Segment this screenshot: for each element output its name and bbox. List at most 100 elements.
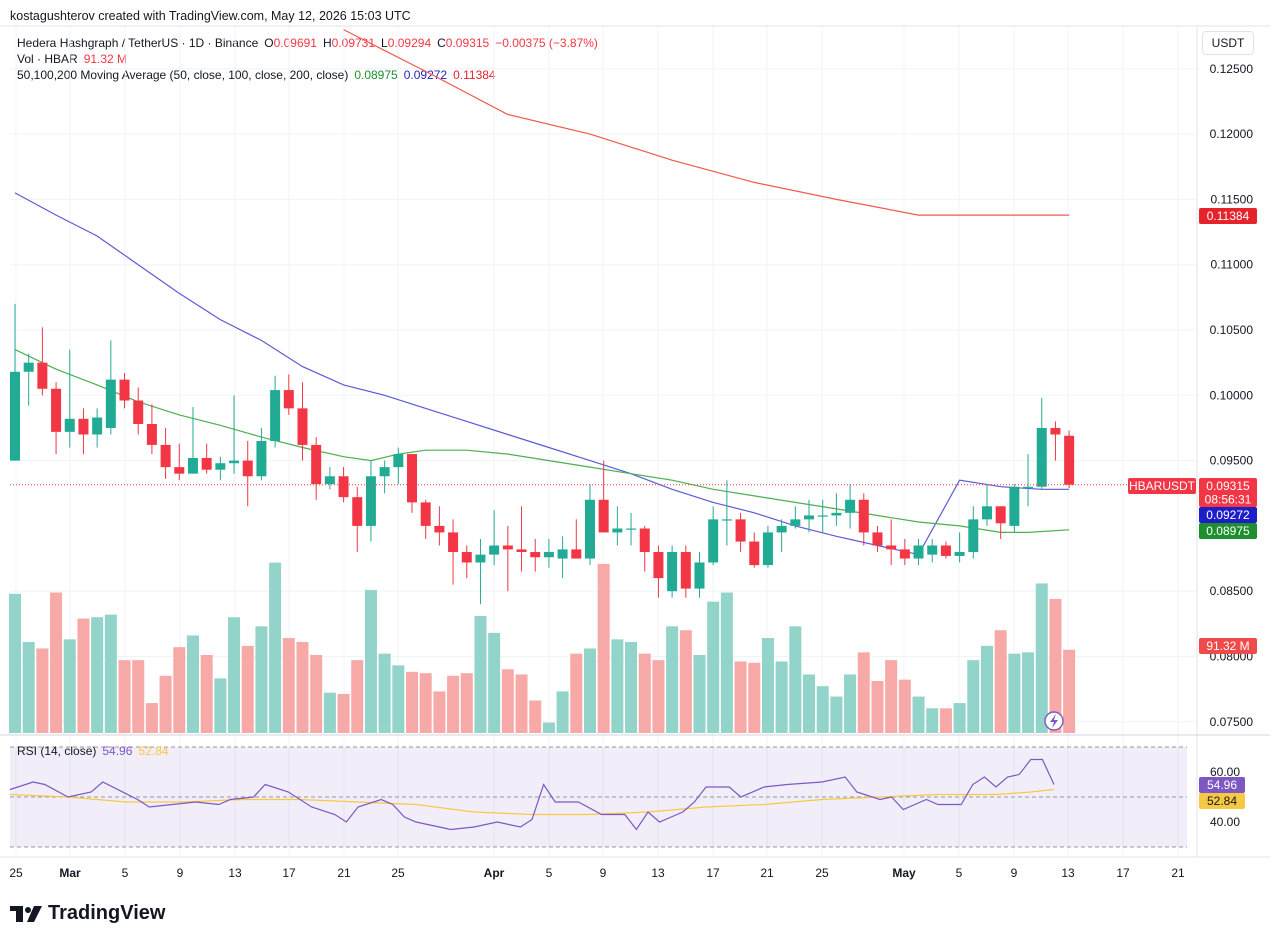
- candle-body: [995, 506, 1006, 524]
- time-tick-label: 21: [760, 866, 774, 880]
- flash-icon[interactable]: [1044, 711, 1064, 731]
- rsi-tick-label: 60.00: [1210, 765, 1240, 779]
- ma-label[interactable]: 50,100,200 Moving Average (50, close, 10…: [17, 68, 349, 82]
- volume-bar: [939, 708, 952, 733]
- candle-body: [365, 476, 376, 526]
- price-tick-label: 0.07500: [1210, 715, 1254, 729]
- candle-body: [160, 444, 171, 468]
- candle-body: [886, 545, 897, 550]
- candle-body: [146, 424, 157, 445]
- candle-body: [968, 519, 979, 553]
- volume-bar: [132, 660, 145, 733]
- volume-bar: [159, 675, 172, 733]
- candle-body: [489, 545, 500, 555]
- volume-bar: [707, 601, 720, 733]
- legend-ma-row[interactable]: 50,100,200 Moving Average (50, close, 10…: [17, 67, 598, 83]
- volume-bar: [104, 614, 117, 733]
- candle-body: [119, 379, 130, 401]
- candle-body: [858, 499, 869, 533]
- volume-bar: [474, 615, 487, 733]
- candle-body: [557, 549, 568, 559]
- candle-body: [338, 476, 349, 498]
- volume-bar: [214, 678, 227, 733]
- time-tick-label: May: [892, 866, 916, 880]
- volume-value: 91.32 M: [83, 52, 128, 66]
- volume-bar: [186, 635, 199, 733]
- volume-bar: [570, 653, 583, 733]
- volume-bar: [803, 674, 816, 733]
- price-tick-label: 0.11000: [1211, 258, 1254, 272]
- volume-bar: [200, 654, 213, 733]
- volume-bar: [529, 700, 542, 733]
- volume-bar: [77, 618, 90, 733]
- volume-bar: [433, 691, 446, 733]
- rsi-legend[interactable]: RSI (14, close) 54.96 52.84: [17, 744, 168, 758]
- time-tick-label: 5: [546, 866, 553, 880]
- volume-bar: [625, 641, 638, 733]
- volume-bar: [857, 652, 870, 733]
- change-value: −0.00375 (−3.87%): [495, 36, 598, 50]
- rsi-axis: 60.00 40.00: [1210, 765, 1240, 829]
- volume-bar: [22, 641, 35, 733]
- time-tick-label: 25: [391, 866, 405, 880]
- candle-body: [379, 467, 390, 477]
- candle-body: [749, 541, 760, 566]
- volume-bar: [748, 662, 761, 733]
- volume-bar: [816, 686, 829, 733]
- ma100-badge: 0.09272: [1206, 508, 1250, 522]
- candles: [10, 303, 1075, 605]
- volume-bar: [501, 669, 514, 733]
- candle-body: [584, 499, 595, 559]
- candle-body: [530, 552, 541, 558]
- volume-bar: [830, 696, 843, 733]
- symbol-title[interactable]: Hedera Hashgraph / TetherUS · 1D · Binan…: [17, 36, 259, 50]
- ma200-badge-bg: [1199, 208, 1257, 224]
- symbol-badge: HBARUSDT: [1129, 479, 1196, 493]
- candle-body: [51, 388, 62, 432]
- legend-symbol-row[interactable]: Hedera Hashgraph / TetherUS · 1D · Binan…: [17, 35, 598, 51]
- rsi-line: [9, 758, 1055, 831]
- volume-bar: [406, 671, 419, 733]
- ma100-line: [14, 192, 1070, 556]
- volume-bar: [761, 638, 774, 733]
- volume-bar: [542, 722, 555, 733]
- volume-badge: 91.32 M: [1206, 639, 1249, 653]
- candle-body: [37, 362, 48, 389]
- volume-label[interactable]: Vol · HBAR: [17, 52, 78, 66]
- candle-body: [1064, 435, 1075, 485]
- candle-body: [1050, 427, 1061, 435]
- volume-bar: [994, 630, 1007, 733]
- chart-legend: Hedera Hashgraph / TetherUS · 1D · Binan…: [17, 35, 598, 83]
- time-tick-label: 25: [815, 866, 829, 880]
- candle-body: [324, 476, 335, 485]
- volume-bar: [844, 674, 857, 733]
- candle-body: [981, 506, 992, 520]
- candle-body: [694, 562, 705, 589]
- time-tick-label: 5: [122, 866, 129, 880]
- legend-volume-row[interactable]: Vol · HBAR 91.32 M: [17, 51, 598, 67]
- volume-bar: [282, 638, 295, 733]
- candle-body: [23, 362, 34, 372]
- volume-bar: [638, 653, 651, 733]
- close-label: C: [437, 36, 446, 50]
- time-tick-label: 13: [228, 866, 242, 880]
- volume-bar: [323, 692, 336, 733]
- candle-body: [872, 532, 883, 546]
- volume-bar: [91, 617, 104, 733]
- volume-bar: [378, 653, 391, 733]
- price-tick-label: 0.10500: [1210, 323, 1254, 337]
- candle-body: [407, 454, 418, 503]
- candle-body: [174, 467, 185, 474]
- candle-body: [1023, 486, 1034, 488]
- candle-body: [352, 497, 363, 526]
- candle-body: [187, 457, 198, 474]
- tradingview-logo[interactable]: TradingView: [10, 902, 165, 925]
- currency-button[interactable]: USDT: [1202, 31, 1254, 55]
- rsi-label[interactable]: RSI (14, close): [17, 744, 97, 758]
- price-badge: 0.09315: [1206, 479, 1250, 493]
- candle-body: [927, 545, 938, 555]
- volume-bars: [9, 562, 1076, 733]
- open-label: O: [264, 36, 274, 50]
